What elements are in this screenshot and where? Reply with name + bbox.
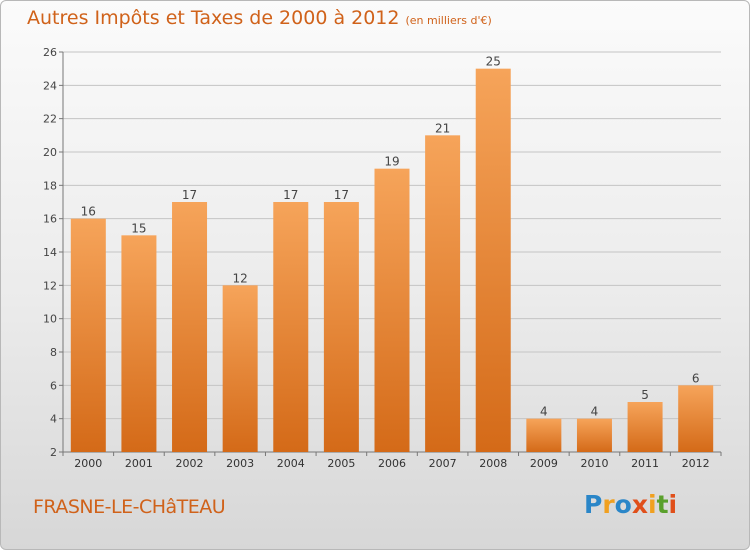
value-label: 17 xyxy=(334,188,349,202)
y-tick-label: 18 xyxy=(43,179,57,192)
bar xyxy=(323,202,359,452)
value-label: 5 xyxy=(641,388,649,402)
y-tick-label: 2 xyxy=(50,446,57,459)
bar xyxy=(172,202,208,452)
bar xyxy=(678,385,714,452)
x-tick-label: 2000 xyxy=(74,457,102,470)
logo-letter: i xyxy=(668,490,678,519)
y-tick-label: 22 xyxy=(43,113,57,126)
logo-letter: o xyxy=(614,490,632,519)
place-name: FRASNE-LE-CHâTEAU xyxy=(33,496,226,518)
logo-letter: t xyxy=(656,490,669,519)
x-tick-label: 2006 xyxy=(378,457,406,470)
y-tick-label: 8 xyxy=(50,346,57,359)
value-label: 21 xyxy=(435,121,450,135)
value-label: 6 xyxy=(692,371,700,385)
x-tick-label: 2002 xyxy=(176,457,204,470)
bar xyxy=(627,402,663,452)
value-label: 12 xyxy=(233,271,248,285)
bar xyxy=(475,68,511,453)
x-tick-label: 2007 xyxy=(429,457,457,470)
y-tick-label: 4 xyxy=(50,413,57,426)
value-label: 15 xyxy=(131,221,146,235)
bar xyxy=(222,285,258,452)
y-tick-label: 24 xyxy=(43,79,57,92)
x-tick-label: 2005 xyxy=(327,457,355,470)
y-tick-label: 20 xyxy=(43,146,57,159)
bar xyxy=(273,202,309,452)
x-tick-label: 2009 xyxy=(530,457,558,470)
x-tick-label: 2001 xyxy=(125,457,153,470)
logo-letter: i xyxy=(648,490,657,519)
chart-title: Autres Impôts et Taxes de 2000 à 2012 (en… xyxy=(27,7,492,29)
x-tick-label: 2003 xyxy=(226,457,254,470)
bar xyxy=(576,418,612,452)
x-tick-label: 2010 xyxy=(580,457,608,470)
y-tick-label: 6 xyxy=(50,379,57,392)
value-label: 16 xyxy=(81,205,96,219)
logo-letter: x xyxy=(631,490,648,519)
value-label: 17 xyxy=(182,188,197,202)
bar xyxy=(374,168,410,452)
logo-letter: r xyxy=(602,490,615,519)
bar xyxy=(526,418,562,452)
x-tick-label: 2011 xyxy=(631,457,659,470)
bar xyxy=(425,135,461,453)
x-tick-label: 2004 xyxy=(277,457,305,470)
value-label: 4 xyxy=(540,405,548,419)
value-label: 25 xyxy=(486,55,501,69)
proxiti-logo: Proxiti xyxy=(584,490,677,519)
value-label: 4 xyxy=(591,405,599,419)
y-tick-label: 12 xyxy=(43,279,57,292)
y-tick-label: 16 xyxy=(43,213,57,226)
title-text: Autres Impôts et Taxes de 2000 à 2012 xyxy=(27,7,400,29)
y-tick-label: 14 xyxy=(43,246,57,259)
x-tick-label: 2008 xyxy=(479,457,507,470)
logo-letter: P xyxy=(584,490,603,519)
value-label: 17 xyxy=(283,188,298,202)
value-label: 19 xyxy=(384,155,399,169)
y-tick-label: 26 xyxy=(43,46,57,59)
x-tick-label: 2012 xyxy=(682,457,710,470)
bar xyxy=(121,235,157,452)
bar xyxy=(70,218,106,452)
unit-note: (en milliers d'€) xyxy=(405,14,492,27)
y-tick-label: 10 xyxy=(43,313,57,326)
